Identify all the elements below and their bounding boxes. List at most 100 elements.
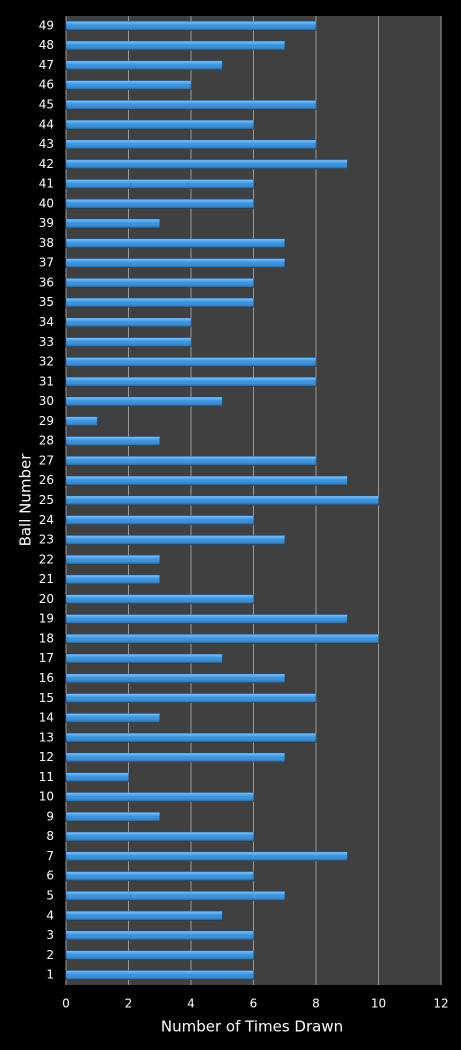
bar — [65, 910, 223, 921]
y-tick-label: 34 — [39, 315, 54, 329]
bar — [65, 871, 254, 882]
y-tick-label: 5 — [46, 889, 54, 903]
bar — [65, 673, 286, 684]
bar — [65, 555, 161, 565]
bar — [65, 475, 348, 486]
bar — [65, 199, 254, 209]
y-tick-label: 1 — [46, 968, 54, 982]
y-tick-label: 47 — [39, 58, 54, 72]
y-tick-label: 46 — [39, 78, 54, 92]
bar — [65, 218, 161, 229]
y-tick-label: 49 — [39, 18, 54, 32]
bar — [65, 634, 379, 644]
y-tick-label: 45 — [39, 97, 54, 111]
bar — [65, 21, 317, 31]
bar — [65, 258, 286, 268]
bar — [65, 436, 161, 446]
bar — [65, 396, 223, 407]
y-tick-label: 18 — [39, 631, 54, 645]
y-tick-label: 21 — [39, 572, 54, 586]
bar — [65, 891, 286, 901]
bar — [65, 733, 317, 743]
bar — [65, 60, 223, 71]
bar — [65, 40, 286, 51]
y-tick-label: 41 — [39, 177, 54, 191]
y-tick-label: 22 — [39, 552, 54, 566]
y-tick-label: 42 — [39, 157, 54, 171]
bar — [65, 238, 286, 249]
bar — [65, 317, 192, 328]
y-tick-label: 43 — [39, 137, 54, 151]
y-tick-label: 29 — [39, 414, 54, 428]
bar — [65, 851, 348, 862]
bar — [65, 594, 254, 605]
x-tick-label: 8 — [312, 997, 320, 1011]
y-tick-label: 37 — [39, 256, 54, 270]
bar — [65, 831, 254, 842]
bar — [65, 792, 254, 802]
bar — [65, 535, 286, 545]
y-tick-label: 33 — [39, 335, 54, 349]
y-tick-label: 14 — [39, 711, 54, 725]
bar — [65, 515, 254, 526]
y-tick-label: 20 — [39, 592, 54, 606]
bar — [65, 119, 254, 130]
y-tick-label: 19 — [39, 612, 54, 626]
bar — [65, 456, 317, 466]
bar — [65, 772, 129, 783]
bar — [65, 80, 192, 91]
bar — [65, 159, 348, 170]
bar — [65, 100, 317, 110]
y-tick-label: 39 — [39, 216, 54, 230]
bar — [65, 930, 254, 941]
y-tick-label: 16 — [39, 671, 54, 685]
bar — [65, 653, 223, 664]
x-tick-label: 6 — [250, 997, 258, 1011]
y-tick-label: 48 — [39, 38, 54, 52]
y-tick-label: 35 — [39, 295, 54, 309]
bar — [65, 713, 161, 723]
y-tick-label: 13 — [39, 730, 54, 744]
bar — [65, 278, 254, 288]
y-tick-label: 26 — [39, 473, 54, 487]
y-tick-label: 27 — [39, 453, 54, 467]
x-tick-label: 10 — [371, 997, 386, 1011]
y-axis-title: Ball Number — [17, 453, 35, 547]
bar — [65, 139, 317, 150]
y-tick-label: 31 — [39, 374, 54, 388]
bar — [65, 357, 317, 367]
y-tick-label: 32 — [39, 355, 54, 369]
bar — [65, 179, 254, 189]
x-tick-label: 4 — [187, 997, 195, 1011]
y-tick-label: 12 — [39, 750, 54, 764]
y-tick-label: 9 — [46, 809, 54, 823]
y-tick-label: 4 — [46, 908, 54, 922]
bar — [65, 812, 161, 822]
bar — [65, 752, 286, 763]
y-tick-label: 11 — [39, 770, 54, 784]
y-tick-label: 23 — [39, 533, 54, 547]
bar — [65, 574, 161, 585]
y-tick-label: 15 — [39, 691, 54, 705]
bar — [65, 614, 348, 624]
y-tick-label: 44 — [39, 117, 54, 131]
y-tick-label: 24 — [39, 513, 54, 527]
y-tick-label: 30 — [39, 394, 54, 408]
y-tick-label: 25 — [39, 493, 54, 507]
bar — [65, 970, 254, 980]
bar — [65, 337, 192, 348]
y-tick-label: 8 — [46, 829, 54, 843]
x-tick-label: 2 — [125, 997, 133, 1011]
y-tick-label: 10 — [39, 790, 54, 804]
y-tick-label: 40 — [39, 196, 54, 210]
bar — [65, 693, 317, 704]
x-axis-title: Number of Times Drawn — [161, 1018, 343, 1036]
y-tick-label: 36 — [39, 275, 54, 289]
x-tick-label: 12 — [433, 997, 448, 1011]
bar — [65, 377, 317, 387]
y-tick-label: 2 — [46, 948, 54, 962]
y-tick-label: 38 — [39, 236, 54, 250]
y-tick-label: 6 — [46, 869, 54, 883]
